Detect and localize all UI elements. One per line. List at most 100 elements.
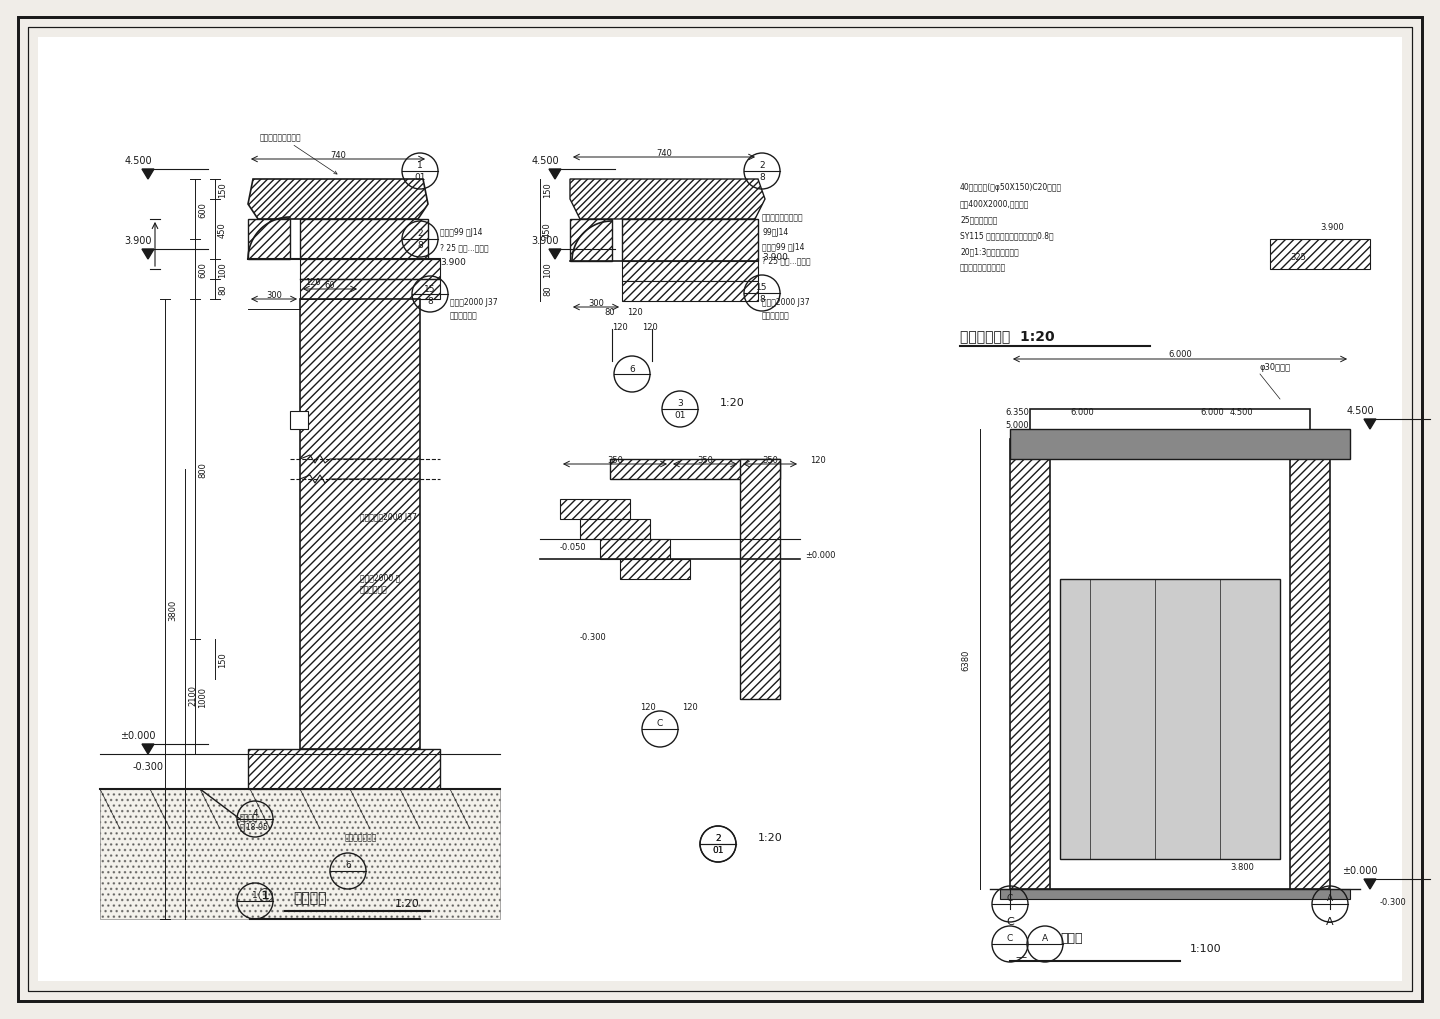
Text: 1: 1 (418, 161, 423, 170)
Text: 3: 3 (677, 399, 683, 408)
Text: 01: 01 (713, 846, 724, 855)
Text: 3.900: 3.900 (124, 235, 151, 246)
Text: C: C (1007, 933, 1014, 943)
Text: ①: ① (256, 887, 274, 905)
Text: 离分子密封材料封口: 离分子密封材料封口 (762, 213, 804, 222)
Text: 80: 80 (543, 285, 552, 297)
Text: 3.900: 3.900 (1320, 223, 1344, 231)
Text: 800: 800 (199, 462, 207, 478)
Polygon shape (622, 220, 757, 262)
Polygon shape (1009, 439, 1050, 890)
Text: A: A (1043, 933, 1048, 943)
Text: 3.900: 3.900 (441, 258, 467, 267)
Text: -0.300: -0.300 (132, 761, 164, 771)
Text: 分脊400X2000,防水密封: 分脊400X2000,防水密封 (960, 199, 1030, 208)
Polygon shape (300, 300, 420, 749)
Text: 15: 15 (425, 284, 436, 293)
Text: 1:20: 1:20 (720, 397, 744, 408)
Text: 150: 150 (543, 182, 552, 198)
Text: 3.800: 3.800 (1230, 862, 1254, 871)
Text: 6: 6 (629, 364, 635, 373)
Text: 4: 4 (252, 809, 258, 817)
Text: 60: 60 (324, 280, 336, 289)
Text: 3.900: 3.900 (762, 253, 788, 262)
Text: 8: 8 (428, 297, 433, 306)
Text: 构造见99 条J14: 构造见99 条J14 (762, 243, 805, 252)
Text: 2: 2 (716, 834, 721, 843)
Text: 120: 120 (642, 323, 658, 331)
Text: 350: 350 (697, 455, 713, 465)
Polygon shape (300, 280, 441, 300)
Text: 450: 450 (217, 222, 228, 237)
Text: 120: 120 (811, 455, 825, 465)
Polygon shape (1364, 879, 1377, 890)
Text: 120: 120 (641, 702, 655, 711)
Text: ±0.000: ±0.000 (121, 731, 156, 740)
Text: 6.000: 6.000 (1070, 408, 1094, 417)
Text: 6.000: 6.000 (1168, 350, 1192, 359)
Polygon shape (99, 790, 500, 919)
Polygon shape (248, 749, 441, 790)
Text: 2: 2 (759, 161, 765, 170)
Text: 3800: 3800 (168, 599, 177, 620)
Text: 2100: 2100 (189, 684, 197, 705)
Text: 80: 80 (217, 284, 228, 296)
Text: ±0.000: ±0.000 (1342, 865, 1378, 875)
Text: 740: 740 (330, 151, 346, 160)
Text: 350: 350 (762, 455, 778, 465)
Text: 80: 80 (605, 308, 615, 317)
Text: 300: 300 (588, 299, 603, 308)
Text: 水泥砂浆防潮层: 水泥砂浆防潮层 (346, 833, 377, 841)
Polygon shape (622, 281, 757, 302)
Text: -0.300: -0.300 (580, 633, 606, 641)
Text: 740: 740 (657, 149, 672, 158)
Bar (1060, 580, 1280, 859)
Text: 新J18-95: 新J18-95 (240, 822, 269, 832)
Text: 离分子密封材料封口: 离分子密封材料封口 (261, 132, 337, 175)
Polygon shape (143, 250, 154, 260)
Text: SY115 多层高分子复合防水卷材0.8层: SY115 多层高分子复合防水卷材0.8层 (960, 230, 1054, 239)
Text: 120: 120 (683, 702, 698, 711)
Text: 水泥膨胀见2000 J37: 水泥膨胀见2000 J37 (360, 513, 416, 522)
Text: 墙身大样: 墙身大样 (294, 891, 327, 904)
Polygon shape (621, 559, 690, 580)
Text: 120: 120 (612, 323, 628, 331)
Text: 构造见2000 浩: 构造见2000 浩 (360, 573, 400, 582)
Text: 面层见总说明: 面层见总说明 (451, 311, 478, 320)
Text: ? 25 厚卷...保温层: ? 25 厚卷...保温层 (762, 256, 811, 265)
Text: ±0.000: ±0.000 (805, 550, 835, 559)
Polygon shape (580, 520, 649, 539)
Text: 4.500: 4.500 (1230, 408, 1254, 417)
Polygon shape (143, 744, 154, 754)
Text: 99条J14: 99条J14 (762, 228, 788, 236)
Polygon shape (1009, 430, 1351, 460)
Polygon shape (570, 220, 612, 262)
Text: 构造见2000 J37: 构造见2000 J37 (762, 298, 809, 307)
Polygon shape (248, 220, 289, 260)
Text: 40厚钢筋砼(内φ50X150)C20配筋结: 40厚钢筋砼(内φ50X150)C20配筋结 (960, 182, 1063, 192)
Text: 2: 2 (418, 229, 423, 238)
Text: 8: 8 (759, 173, 765, 182)
Text: 面层见浩说明: 面层见浩说明 (360, 585, 387, 593)
Text: 350: 350 (608, 455, 624, 465)
Text: ? 25 厚卷...保温层: ? 25 厚卷...保温层 (441, 243, 488, 252)
Text: 01: 01 (713, 846, 724, 855)
Text: 立面图: 立面图 (1060, 931, 1083, 944)
Text: A: A (1326, 894, 1333, 903)
Text: 构造见2000 J37: 构造见2000 J37 (451, 298, 498, 307)
Text: -0.050: -0.050 (560, 542, 586, 551)
Text: 2: 2 (716, 834, 721, 843)
Text: 女儿墙出水口  1:20: 女儿墙出水口 1:20 (960, 329, 1054, 342)
Text: 325: 325 (1290, 253, 1306, 262)
Text: 4.500: 4.500 (1346, 406, 1374, 416)
Polygon shape (143, 170, 154, 179)
Text: 01: 01 (415, 173, 426, 182)
Text: 120: 120 (628, 308, 642, 317)
Polygon shape (300, 260, 441, 280)
Polygon shape (611, 460, 780, 480)
Text: 8: 8 (418, 242, 423, 251)
Text: 150: 150 (217, 182, 228, 198)
Text: 1:100: 1:100 (1189, 943, 1221, 953)
Bar (289, 412, 308, 430)
Text: 1:20: 1:20 (395, 898, 419, 908)
